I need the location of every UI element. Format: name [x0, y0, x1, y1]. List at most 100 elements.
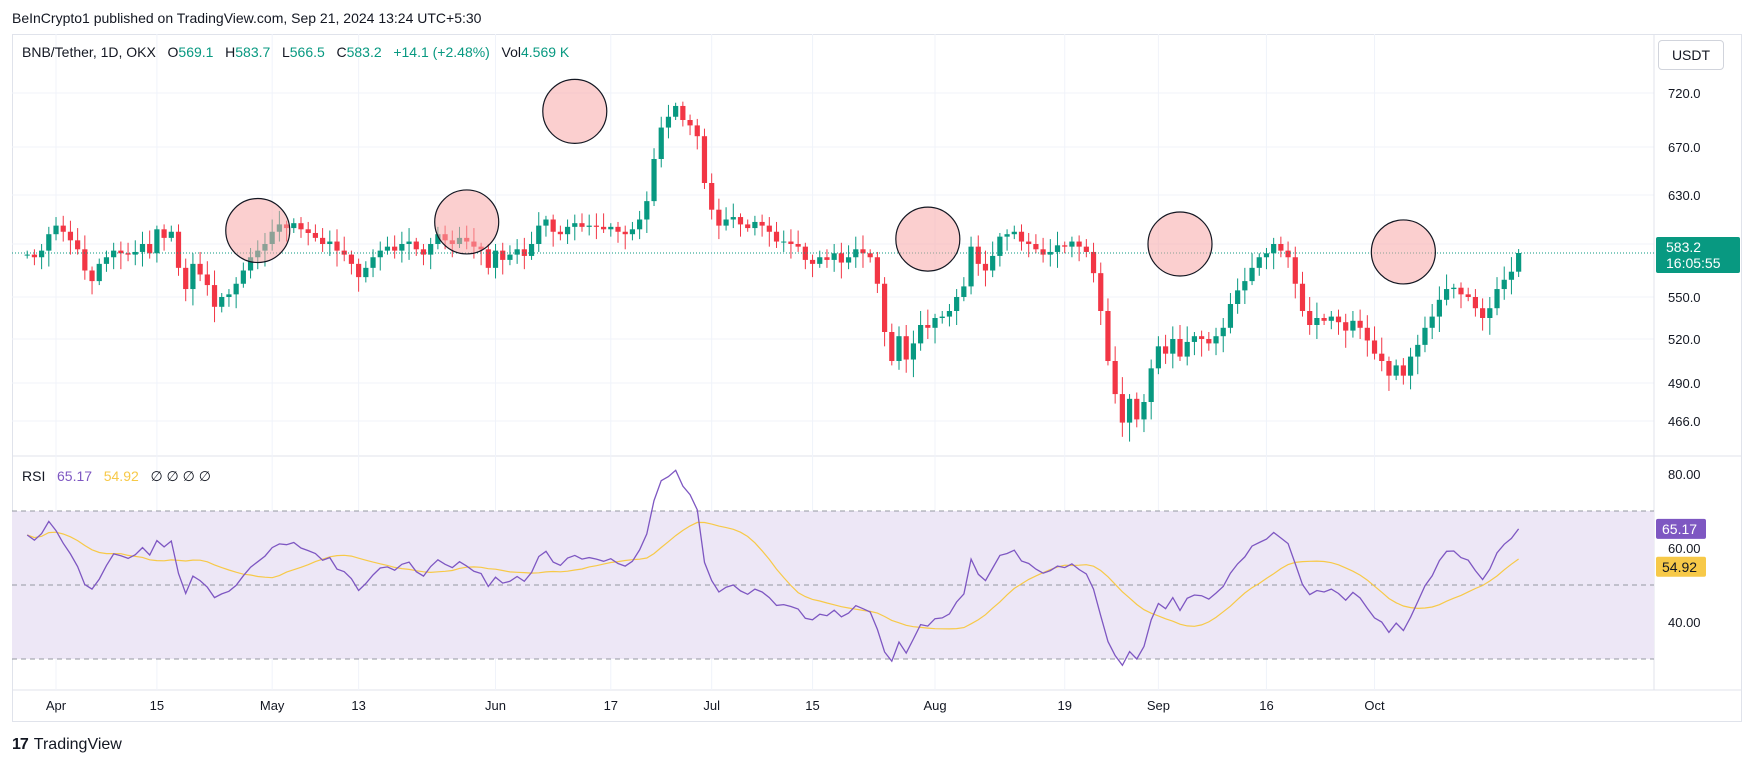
candle-body	[550, 219, 556, 232]
currency-button[interactable]: USDT	[1658, 40, 1724, 70]
candle-body	[53, 225, 59, 235]
candle-body	[1472, 297, 1479, 309]
candle-body	[1407, 356, 1414, 376]
candle-body	[1278, 244, 1284, 251]
candle-body	[1436, 299, 1442, 317]
time-tick-label: 19	[1057, 698, 1071, 713]
candle-body	[103, 257, 110, 264]
candle-body	[1090, 251, 1097, 274]
candle-body	[1422, 327, 1428, 345]
candle-body	[1263, 253, 1270, 258]
price-tick-label: 520.0	[1668, 332, 1701, 347]
candle-body	[1213, 336, 1219, 344]
candle-body	[96, 263, 102, 282]
candle-body	[1177, 339, 1183, 357]
candle-body	[745, 224, 751, 229]
candle-body	[204, 274, 210, 286]
candle-body	[709, 183, 715, 210]
candle-body	[161, 229, 167, 238]
candle-body	[939, 316, 945, 318]
candle-body	[622, 231, 628, 235]
candle-body	[1141, 402, 1147, 420]
candle-body	[1062, 245, 1068, 247]
rsi-name[interactable]: RSI	[22, 468, 46, 484]
candle-body	[363, 267, 369, 278]
candle-body	[730, 217, 736, 220]
candle-body	[665, 116, 672, 128]
candle-body	[997, 236, 1003, 256]
candle-body	[1371, 340, 1378, 354]
candle-body	[31, 254, 38, 258]
candle-body	[593, 225, 599, 227]
candle-body	[75, 240, 81, 250]
candle-body	[788, 241, 794, 244]
volume-value: 4.569 K	[520, 44, 570, 60]
candle-body	[1508, 271, 1515, 280]
candle-body	[975, 246, 981, 264]
candle-body	[1098, 273, 1104, 311]
candle-body	[125, 253, 131, 255]
candle-body	[637, 219, 643, 230]
candle-body	[392, 246, 398, 251]
candle-body	[139, 244, 146, 252]
candle-body	[154, 229, 160, 254]
candle-body	[233, 283, 239, 295]
candle-body	[1307, 311, 1313, 325]
candle-body	[1400, 365, 1406, 376]
candle-body	[889, 332, 895, 361]
time-tick-label: 15	[150, 698, 164, 713]
symbol-label[interactable]: BNB/Tether, 1D, OKX	[22, 44, 156, 60]
candle-body	[111, 250, 117, 258]
candle-body	[377, 250, 383, 258]
candle-body	[1134, 398, 1140, 420]
candle-body	[1170, 339, 1176, 354]
candle-body	[1335, 316, 1342, 323]
candle-body	[1242, 281, 1248, 291]
rsi-ma-line	[26, 521, 1519, 630]
time-tick-label: Apr	[46, 698, 67, 713]
candle-body	[795, 244, 801, 247]
candle-body	[1429, 316, 1435, 328]
high-label: H	[225, 44, 236, 60]
candle-body	[831, 253, 837, 260]
high-value: 583.7	[235, 44, 271, 60]
candle-body	[1119, 394, 1125, 423]
candle-body	[932, 318, 938, 328]
candle-body	[586, 225, 592, 227]
rsi-placeholders: ∅ ∅ ∅ ∅	[150, 468, 211, 484]
candle-body	[644, 201, 650, 220]
candle-body	[925, 325, 931, 328]
candle-body	[802, 246, 808, 260]
candle-body	[1285, 250, 1291, 258]
candle-body	[197, 263, 203, 275]
chart-frame	[12, 34, 1742, 722]
change-value: +14.1 (+2.48%)	[393, 44, 490, 60]
candle-body	[1299, 283, 1306, 311]
candle-body	[521, 249, 527, 256]
candle-body	[824, 257, 830, 260]
candle-body	[1054, 245, 1061, 252]
candle-body	[1011, 231, 1017, 235]
candle-body	[1235, 290, 1241, 304]
candle-body	[860, 249, 866, 254]
candle-body	[168, 231, 174, 238]
candle-body	[543, 219, 549, 226]
highlight-circle	[1147, 211, 1213, 277]
candle-body	[759, 221, 765, 226]
candle-body	[341, 250, 347, 255]
price-tag-price: 583.2	[1666, 239, 1701, 255]
candle-body	[1501, 279, 1507, 290]
candle-body	[1105, 311, 1111, 361]
candle-body	[1162, 346, 1169, 354]
price-tick-label: 670.0	[1668, 140, 1701, 155]
rsi-ma-tag-value: 54.92	[1662, 559, 1697, 575]
candle-body	[183, 267, 189, 290]
footer-brand[interactable]: 17 TradingView	[12, 736, 122, 754]
candle-body	[1026, 241, 1032, 244]
candle-body	[1126, 398, 1133, 423]
candle-body	[809, 259, 816, 264]
candle-body	[356, 263, 362, 278]
candle-body	[557, 231, 563, 235]
candle-body	[881, 283, 888, 332]
